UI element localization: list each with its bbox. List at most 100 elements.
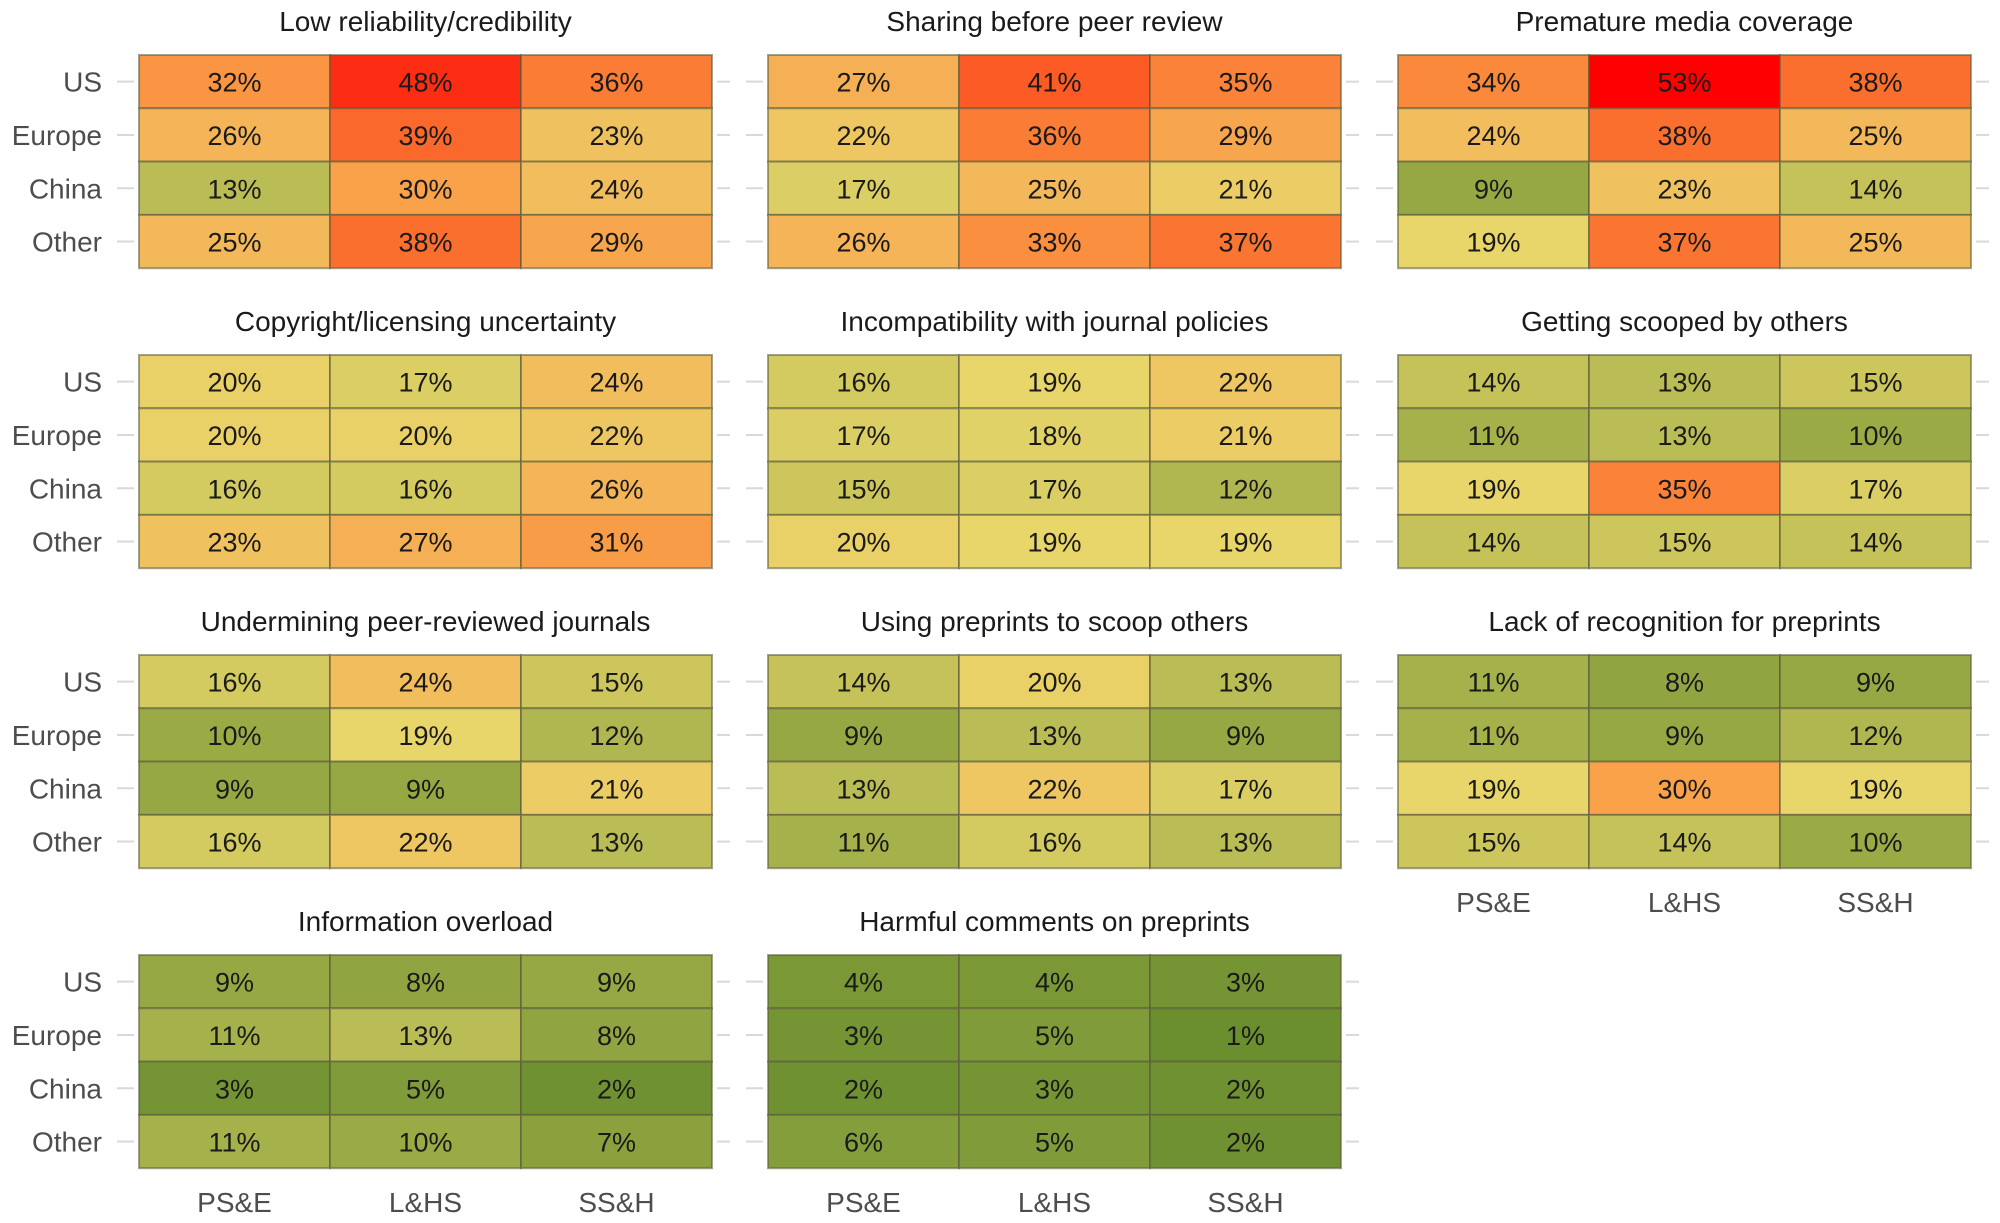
panel-title: Getting scooped by others <box>1521 306 1848 337</box>
cell-value-label: 20% <box>836 528 890 558</box>
heatmap-cell <box>958 813 1151 870</box>
cell-value-label: 3% <box>844 1021 883 1051</box>
cell-value-label: 35% <box>1218 68 1272 98</box>
heatmap-cell <box>767 160 960 216</box>
column-label: L&HS <box>1018 1187 1091 1218</box>
cell-value-label: 21% <box>589 774 643 804</box>
heatmap-cell <box>329 213 522 270</box>
cell-value-label: 2% <box>1226 1074 1265 1104</box>
cell-value-label: 25% <box>1027 174 1081 204</box>
heatmap-cell <box>138 1060 331 1116</box>
cell-value-label: 16% <box>207 474 261 504</box>
heatmap-cell <box>329 813 522 870</box>
cell-value-label: 19% <box>1466 774 1520 804</box>
row-label: US <box>63 367 102 398</box>
cell-value-label: 2% <box>597 1074 636 1104</box>
cell-value-label: 31% <box>589 528 643 558</box>
cell-value-label: 3% <box>215 1074 254 1104</box>
cell-value-label: 15% <box>1466 828 1520 858</box>
cell-value-label: 15% <box>589 668 643 698</box>
heatmap-cell <box>958 513 1151 570</box>
cell-value-label: 14% <box>1466 368 1520 398</box>
heatmap-cell <box>1149 407 1342 463</box>
cell-value-label: 10% <box>398 1128 452 1158</box>
cell-value-label: 16% <box>1027 828 1081 858</box>
cell-value-label: 38% <box>1848 68 1902 98</box>
cell-value-label: 33% <box>1027 228 1081 258</box>
cell-value-label: 34% <box>1466 68 1520 98</box>
cell-value-label: 19% <box>1027 528 1081 558</box>
panel-title: Using preprints to scoop others <box>861 606 1249 637</box>
cell-value-label: 16% <box>207 828 261 858</box>
row-label: US <box>63 667 102 698</box>
heatmap-cell <box>1588 54 1781 110</box>
cell-value-label: 29% <box>1218 121 1272 151</box>
cell-value-label: 13% <box>1218 828 1272 858</box>
cell-value-label: 21% <box>1218 421 1272 451</box>
heatmap-cell <box>138 954 331 1010</box>
heatmap-cell <box>1149 760 1342 816</box>
heatmap-cell <box>1779 654 1972 710</box>
heatmap-cell <box>1149 513 1342 570</box>
cell-value-label: 23% <box>589 121 643 151</box>
cell-value-label: 9% <box>1856 668 1895 698</box>
cell-value-label: 11% <box>208 1128 260 1158</box>
cell-value-label: 37% <box>1657 228 1711 258</box>
cell-value-label: 23% <box>1657 174 1711 204</box>
heatmap-cell <box>138 354 331 410</box>
cell-value-label: 4% <box>1035 968 1074 998</box>
cell-value-label: 8% <box>597 1021 636 1051</box>
cell-value-label: 25% <box>1848 121 1902 151</box>
panel-title: Sharing before peer review <box>886 6 1223 37</box>
cell-value-label: 25% <box>1848 228 1902 258</box>
column-label: SS&H <box>578 1187 654 1218</box>
cell-value-label: 10% <box>207 721 261 751</box>
heatmap-cell <box>1779 460 1972 516</box>
cell-value-label: 14% <box>1657 828 1711 858</box>
cell-value-label: 22% <box>1218 368 1272 398</box>
cell-value-label: 20% <box>207 421 261 451</box>
heatmap-cell <box>1149 707 1342 763</box>
cell-value-label: 38% <box>398 228 452 258</box>
heatmap-cell <box>329 460 522 516</box>
panel-title: Undermining peer-reviewed journals <box>201 606 651 637</box>
heatmap-cell <box>1397 760 1590 816</box>
heatmap-cell <box>520 460 713 516</box>
heatmap-cell <box>329 407 522 463</box>
cell-value-label: 9% <box>215 968 254 998</box>
heatmap-cell <box>1397 407 1590 463</box>
heatmap-cell <box>958 654 1151 710</box>
cell-value-label: 13% <box>398 1021 452 1051</box>
panel-title: Information overload <box>298 906 553 937</box>
heatmap-cell <box>1149 1113 1342 1170</box>
heatmap-cell <box>1588 707 1781 763</box>
cell-value-label: 3% <box>1226 968 1265 998</box>
cell-value-label: 17% <box>1848 474 1902 504</box>
heatmap-cell <box>958 954 1151 1010</box>
cell-value-label: 7% <box>597 1128 636 1158</box>
heatmap-cell <box>1397 654 1590 710</box>
heatmap-cell <box>520 1113 713 1170</box>
heatmap-cell <box>958 407 1151 463</box>
heatmap-cell <box>138 54 331 110</box>
heatmap-cell <box>138 1113 331 1170</box>
cell-value-label: 17% <box>836 174 890 204</box>
heatmap-cell <box>1149 654 1342 710</box>
heatmap-cell <box>1588 354 1781 410</box>
heatmap-cell <box>1779 107 1972 163</box>
heatmap-cell <box>767 354 960 410</box>
cell-value-label: 14% <box>1848 528 1902 558</box>
panel-title: Incompatibility with journal policies <box>841 306 1269 337</box>
cell-value-label: 15% <box>836 474 890 504</box>
cell-value-label: 19% <box>1027 368 1081 398</box>
cell-value-label: 17% <box>1027 474 1081 504</box>
heatmap-cell <box>1588 213 1781 270</box>
cell-value-label: 39% <box>398 121 452 151</box>
heatmap-cell <box>1149 54 1342 110</box>
heatmap-cell <box>1588 160 1781 216</box>
cell-value-label: 24% <box>589 368 643 398</box>
heatmap-cell <box>1149 954 1342 1010</box>
column-label: PS&E <box>826 1187 901 1218</box>
heatmap-cell <box>138 513 331 570</box>
cell-value-label: 27% <box>398 528 452 558</box>
